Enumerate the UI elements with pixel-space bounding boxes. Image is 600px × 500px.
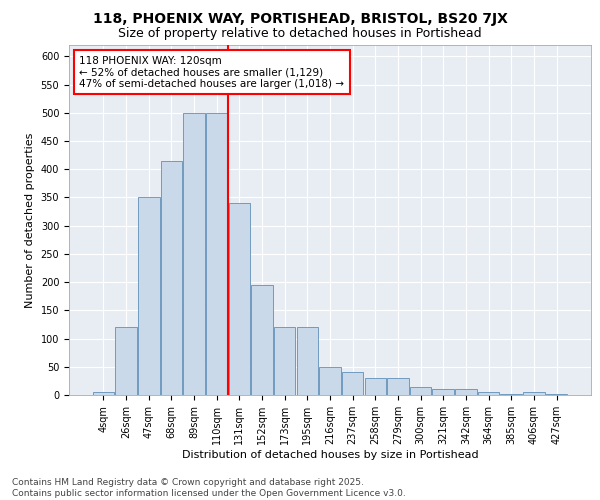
Bar xyxy=(319,367,341,395)
Y-axis label: Number of detached properties: Number of detached properties xyxy=(25,132,35,308)
Bar xyxy=(523,392,545,395)
Text: 118, PHOENIX WAY, PORTISHEAD, BRISTOL, BS20 7JX: 118, PHOENIX WAY, PORTISHEAD, BRISTOL, B… xyxy=(92,12,508,26)
Bar xyxy=(184,112,205,395)
Bar xyxy=(229,203,250,395)
Bar xyxy=(500,394,522,395)
Bar xyxy=(455,390,476,395)
Bar xyxy=(478,392,499,395)
Bar xyxy=(274,328,295,395)
Bar xyxy=(93,392,114,395)
Bar xyxy=(387,378,409,395)
X-axis label: Distribution of detached houses by size in Portishead: Distribution of detached houses by size … xyxy=(182,450,478,460)
Bar xyxy=(115,328,137,395)
Bar xyxy=(342,372,364,395)
Bar xyxy=(138,198,160,395)
Bar xyxy=(546,394,567,395)
Text: Size of property relative to detached houses in Portishead: Size of property relative to detached ho… xyxy=(118,28,482,40)
Bar xyxy=(251,285,273,395)
Bar xyxy=(365,378,386,395)
Bar xyxy=(161,160,182,395)
Bar xyxy=(433,390,454,395)
Bar xyxy=(410,386,431,395)
Text: Contains HM Land Registry data © Crown copyright and database right 2025.
Contai: Contains HM Land Registry data © Crown c… xyxy=(12,478,406,498)
Bar xyxy=(296,328,318,395)
Bar xyxy=(206,112,227,395)
Text: 118 PHOENIX WAY: 120sqm
← 52% of detached houses are smaller (1,129)
47% of semi: 118 PHOENIX WAY: 120sqm ← 52% of detache… xyxy=(79,56,344,88)
